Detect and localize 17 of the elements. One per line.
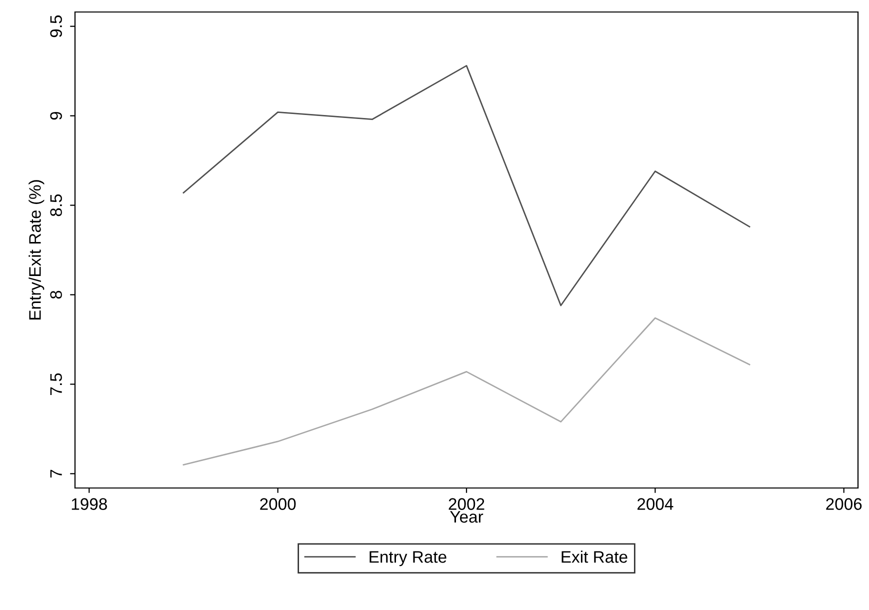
- legend-label: Entry Rate: [370, 551, 446, 566]
- x-tick-label: 1998: [72, 498, 107, 510]
- legend-label: Exit Rate: [562, 550, 628, 563]
- line-series: [182, 317, 750, 466]
- y-tick-label: 9.5: [50, 15, 62, 38]
- line-series: [182, 64, 750, 306]
- x-tick-label: 2004: [637, 498, 674, 510]
- y-axis-title: Entry/Exit Rate (%): [28, 180, 44, 320]
- x-tick-label: 2000: [260, 498, 296, 510]
- x-tick-label: 2002: [448, 498, 484, 510]
- x-tick-label: 2006: [826, 498, 862, 510]
- y-tick-label: 9: [50, 112, 62, 120]
- y-tick-label: 7.5: [50, 373, 62, 395]
- x-axis-title: Year: [450, 511, 484, 523]
- y-tick-label: 8: [50, 290, 62, 299]
- y-tick-label: 7: [50, 470, 62, 478]
- y-tick-label: 8.5: [50, 194, 62, 216]
